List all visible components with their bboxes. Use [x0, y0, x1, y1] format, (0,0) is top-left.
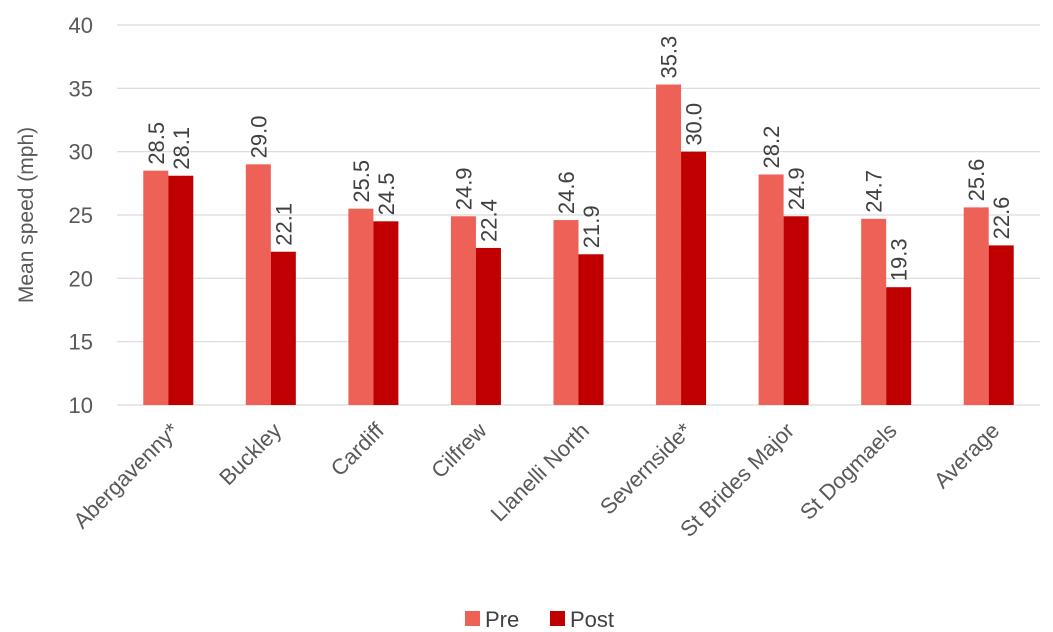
data-label-post: 24.5	[374, 173, 399, 216]
x-tick-label: Cardiff	[326, 417, 390, 481]
data-label-post: 24.9	[784, 167, 809, 210]
data-label-pre: 25.6	[964, 159, 989, 202]
data-labels: 28.5 28.1 29.022.125.5 24.5 24.922.424.621.9…	[144, 36, 1014, 281]
data-label-pre: 24.9	[451, 167, 476, 210]
data-label-pre: 24.7	[862, 170, 887, 213]
y-tick-label: 20	[69, 266, 93, 291]
bar-post	[681, 151, 707, 405]
y-tick-label: 35	[69, 76, 93, 101]
y-axis-tick-labels: 10 15 20 25 30 35 40	[69, 13, 93, 418]
y-tick-label: 40	[69, 13, 93, 38]
bar-post	[270, 251, 296, 405]
x-tick-label: Llanelli North	[486, 418, 594, 526]
data-label-pre: 25.5	[349, 160, 374, 203]
legend-label-post: Post	[570, 607, 614, 632]
bar-pre	[143, 170, 169, 405]
x-tick-label: Cilfrew	[426, 418, 491, 483]
y-tick-label: 15	[69, 330, 93, 355]
y-tick-label: 10	[69, 393, 93, 418]
data-label-post: 21.9	[579, 205, 604, 248]
bar-pre	[963, 207, 989, 405]
data-label-pre: 28.2	[759, 126, 784, 169]
bar-pre	[450, 216, 476, 405]
bars	[143, 84, 1014, 406]
bar-post	[475, 247, 501, 405]
data-label-pre: 28.5	[144, 122, 169, 165]
x-tick-label: St Dogmaels	[795, 418, 902, 525]
bar-post	[886, 287, 912, 405]
data-label-pre: 35.3	[657, 36, 682, 79]
data-label-post: 22.1	[271, 203, 296, 246]
data-label-post: 19.3	[887, 238, 912, 281]
legend-label-pre: Pre	[485, 607, 519, 632]
y-tick-label: 30	[69, 140, 93, 165]
data-label-post: 22.4	[476, 199, 501, 242]
data-label-post: 28.1	[169, 127, 194, 170]
data-label-post: 22.6	[989, 197, 1014, 240]
bar-pre	[758, 174, 784, 405]
bar-post	[578, 254, 604, 405]
x-tick-label: Average	[929, 418, 1004, 493]
bar-post	[373, 221, 399, 405]
bar-post	[988, 245, 1014, 405]
data-label-pre: 24.6	[554, 171, 579, 214]
bar-pre	[245, 164, 271, 405]
bar-pre	[348, 208, 374, 405]
bar-post	[168, 175, 194, 405]
bar-pre	[656, 84, 682, 406]
bar-pre	[861, 218, 887, 405]
legend-swatch-post	[550, 611, 565, 626]
bar-pre	[553, 220, 579, 405]
x-tick-label: Buckley	[214, 418, 286, 490]
y-axis-title: Mean speed (mph)	[15, 127, 38, 303]
legend: Pre Post	[465, 607, 614, 632]
data-label-post: 30.0	[682, 103, 707, 146]
x-tick-label: Severnside*	[595, 418, 697, 520]
legend-swatch-pre	[465, 611, 480, 626]
bar-post	[783, 216, 809, 405]
data-label-pre: 29.0	[246, 116, 271, 159]
x-tick-label: Abergavenny*	[68, 418, 184, 534]
y-tick-label: 25	[69, 203, 93, 228]
x-axis-tick-labels: Abergavenny* Buckley Cardiff CilfrewLlanell…	[68, 417, 1004, 542]
